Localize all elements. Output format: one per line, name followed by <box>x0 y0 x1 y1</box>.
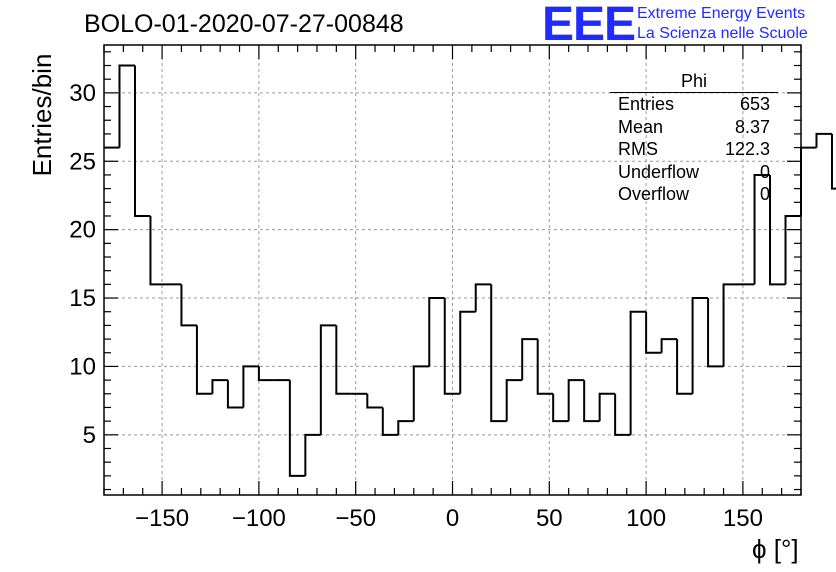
histogram-bin <box>645 311 662 354</box>
y-tick-label: 25 <box>69 148 96 175</box>
histogram-bin <box>226 380 244 409</box>
stats-row-entries: Entries 653 <box>610 93 778 116</box>
logo-subtitle-line2: La Scienza nelle Scuole <box>637 25 808 42</box>
histogram-bin <box>412 365 430 422</box>
x-tick-label: −100 <box>232 505 286 532</box>
y-tick-label: 30 <box>69 80 96 107</box>
axis-ticks <box>103 45 802 495</box>
x-tick-label: 50 <box>536 505 563 532</box>
histogram-bin <box>366 393 383 409</box>
stats-row-mean: Mean 8.37 <box>610 116 778 139</box>
eee-logo: EEE <box>542 0 636 51</box>
histogram-bin <box>505 379 523 422</box>
histogram-bin <box>707 298 724 368</box>
grid-lines <box>104 45 801 495</box>
y-tick-label: 15 <box>69 285 96 312</box>
histogram-bin <box>629 310 647 435</box>
stats-key: Entries <box>618 94 675 114</box>
histogram-bin <box>490 284 507 423</box>
histogram-bin <box>691 297 709 394</box>
histogram-bin <box>118 64 135 148</box>
stats-value: 0 <box>759 184 770 204</box>
x-tick-label: 150 <box>723 505 763 532</box>
histogram-bin <box>428 297 445 367</box>
stats-value: 653 <box>739 94 770 114</box>
stats-row-rms: RMS 122.3 <box>610 138 778 161</box>
histogram-bin <box>830 133 836 190</box>
x-axis-label: ϕ [°] <box>752 534 799 564</box>
histogram-bin <box>753 173 771 285</box>
stats-box-title: Phi <box>610 70 778 93</box>
histogram-bin <box>567 379 585 422</box>
histogram-bin <box>583 380 600 423</box>
histogram-bin <box>149 215 166 286</box>
stats-key: Mean <box>618 116 664 137</box>
histogram-bin <box>722 283 740 367</box>
x-tick-label: −50 <box>335 505 376 532</box>
y-tick-label: 10 <box>69 353 96 380</box>
histogram-bin <box>381 407 399 436</box>
histogram-bin <box>443 298 461 395</box>
stats-key: Overflow <box>618 184 690 204</box>
histogram-bin <box>242 365 259 408</box>
histogram-bin <box>474 283 492 312</box>
histogram-bin <box>133 65 151 217</box>
histogram-bin <box>536 339 554 395</box>
histogram-bin <box>319 324 337 435</box>
histogram-bin <box>257 366 275 382</box>
histogram-bin <box>769 174 786 286</box>
stats-row-overflow: Overflow 0 <box>610 183 778 206</box>
histogram-bin <box>660 338 678 353</box>
stats-key: Underflow <box>618 161 700 182</box>
histogram-bin <box>288 380 306 477</box>
histogram-bin <box>459 310 476 394</box>
histogram-bin <box>676 339 693 395</box>
histogram-bin <box>195 325 213 395</box>
histogram-bin <box>180 284 197 327</box>
histogram-bin <box>335 325 352 395</box>
stats-value: 8.37 <box>734 116 770 137</box>
histogram-bin <box>397 420 414 435</box>
x-tick-label: −150 <box>135 505 189 532</box>
histogram-bin <box>552 393 569 423</box>
histogram-bin <box>521 338 538 381</box>
stats-box: Phi Entries 653 Mean 8.37 RMS 122.3 Unde… <box>610 70 778 206</box>
y-tick-label: 5 <box>83 422 96 449</box>
logo-subtitle-line1: Extreme Energy Events <box>637 5 806 22</box>
y-tick-label: 20 <box>69 217 96 244</box>
histogram-bin <box>784 214 801 285</box>
stats-row-underflow: Underflow 0 <box>610 161 778 184</box>
histogram-bars <box>104 64 836 477</box>
x-tick-label: 0 <box>446 505 459 532</box>
histogram-bin <box>800 146 817 216</box>
stats-key: RMS <box>618 139 658 159</box>
histogram-bin <box>815 132 832 148</box>
x-tick-label: 100 <box>626 505 666 532</box>
tick-labels: −150 −100 −50 0 50 100 150 5 10 15 20 25 30 <box>69 80 763 532</box>
plot-frame <box>103 44 802 496</box>
stats-value: 0 <box>759 161 770 182</box>
y-axis-label: Entries/bin <box>27 53 57 177</box>
histogram-bin <box>614 393 631 436</box>
histogram-bin <box>598 392 616 422</box>
chart-title: BOLO-01-2020-07-27-00848 <box>84 10 404 38</box>
histogram-bin <box>304 433 321 476</box>
stats-value: 122.3 <box>724 139 770 159</box>
histogram-bin <box>211 379 228 394</box>
